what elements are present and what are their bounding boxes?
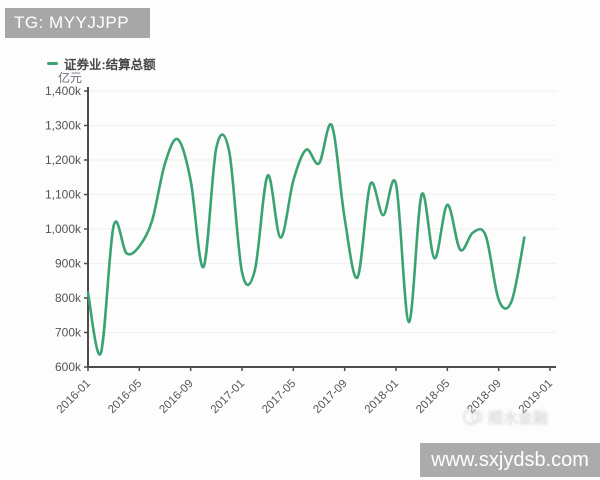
x-tick-label: 2018-05 (414, 378, 452, 416)
y-tick-label: 1,200k (45, 153, 82, 167)
x-tick-label: 2016-09 (157, 378, 195, 416)
y-tick-label: 700k (55, 326, 82, 340)
x-tick-label: 2017-09 (311, 378, 349, 416)
x-tick-label: 2018-01 (363, 378, 401, 416)
legend-line-icon (47, 62, 58, 65)
x-tick-label: 2016-05 (106, 378, 144, 416)
faint-logo-icon (463, 409, 483, 425)
chart-legend: 证券业:结算总额 (47, 54, 156, 73)
faint-logo-watermark: 顺水金融 (462, 401, 592, 433)
url-watermark-text: www.sxjydsb.com (431, 448, 589, 471)
x-tick-label: 2017-05 (260, 378, 298, 416)
y-tick-label: 900k (55, 257, 82, 271)
x-tick-label: 2016-01 (55, 378, 93, 416)
y-tick-label: 1,100k (45, 188, 82, 202)
y-axis-unit-label: 亿元 (58, 71, 83, 85)
url-watermark-bar: www.sxjydsb.com (420, 443, 600, 477)
y-tick-label: 1,400k (45, 84, 82, 98)
legend-series-label: 证券业:结算总额 (64, 58, 156, 72)
y-tick-label: 1,300k (45, 119, 82, 133)
faint-logo-text: 顺水金融 (488, 409, 549, 427)
series-line (86, 123, 526, 356)
y-tick-label: 800k (55, 291, 82, 305)
tg-badge: TG: MYYJJPP (5, 8, 150, 38)
y-tick-label: 1,000k (45, 222, 82, 236)
x-tick-label: 2017-01 (209, 378, 247, 416)
tg-badge-text: TG: MYYJJPP (14, 13, 130, 32)
y-tick-label: 600k (55, 360, 82, 374)
